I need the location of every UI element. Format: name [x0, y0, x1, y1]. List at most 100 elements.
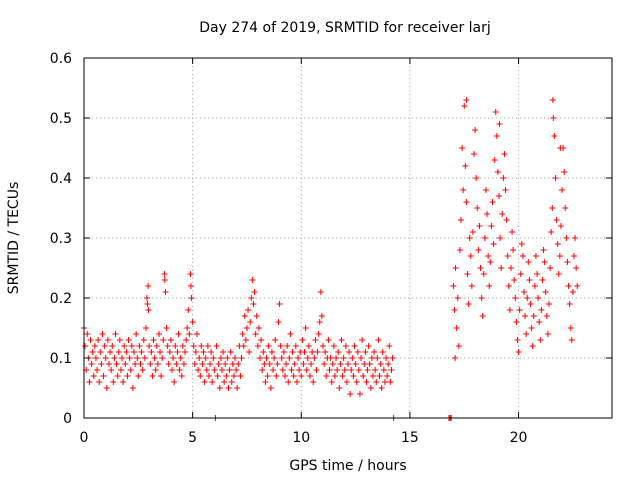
y-tick-label: 0.6 [50, 51, 72, 67]
data-point [563, 235, 570, 241]
data-point [481, 235, 488, 241]
data-point [103, 385, 110, 391]
data-point [312, 337, 319, 343]
data-point [545, 301, 552, 307]
data-point [165, 361, 172, 367]
data-point [110, 379, 117, 385]
data-point [314, 349, 321, 355]
data-point [126, 355, 133, 361]
data-point [339, 373, 346, 379]
data-point [229, 361, 236, 367]
data-point [170, 355, 177, 361]
data-point [326, 367, 333, 373]
data-point [95, 337, 102, 343]
data-point [211, 367, 218, 373]
data-point [377, 361, 384, 367]
data-point [309, 349, 316, 355]
data-point [111, 355, 118, 361]
data-point [304, 355, 311, 361]
data-point [343, 379, 350, 385]
y-tick-label: 0.4 [50, 171, 72, 187]
data-point [171, 379, 178, 385]
data-point [177, 355, 184, 361]
data-point [510, 247, 517, 253]
data-point [186, 331, 193, 337]
data-point [296, 367, 303, 373]
data-point [466, 235, 473, 241]
data-point [203, 367, 210, 373]
data-point [461, 103, 468, 109]
data-point [384, 373, 391, 379]
data-point [472, 127, 479, 133]
data-point [574, 283, 581, 289]
data-point [308, 361, 315, 367]
data-point [161, 277, 168, 283]
data-point [528, 325, 535, 331]
data-point [456, 247, 463, 253]
data-point [452, 265, 459, 271]
data-point [164, 343, 171, 349]
data-point [182, 349, 189, 355]
data-point [474, 205, 481, 211]
data-point [166, 349, 173, 355]
data-point [491, 157, 498, 163]
data-point [323, 373, 330, 379]
data-point [242, 337, 249, 343]
data-point [92, 355, 99, 361]
data-point [526, 277, 533, 283]
data-point [87, 337, 94, 343]
data-point [147, 361, 154, 367]
data-point [517, 271, 524, 277]
data-point [135, 373, 142, 379]
data-point [347, 391, 354, 397]
data-point [333, 355, 340, 361]
data-point [235, 361, 242, 367]
data-point [184, 325, 191, 331]
data-point [335, 349, 342, 355]
data-point [120, 379, 127, 385]
x-axis-label: GPS time / hours [289, 458, 406, 474]
grid-lines [84, 58, 612, 418]
data-point [387, 379, 394, 385]
data-point [513, 319, 520, 325]
data-point [198, 343, 205, 349]
data-point [152, 367, 159, 373]
data-point [239, 331, 246, 337]
data-point [564, 259, 571, 265]
data-point [475, 247, 482, 253]
data-point [204, 343, 211, 349]
data-point [102, 355, 109, 361]
data-point [174, 349, 181, 355]
data-point [348, 367, 355, 373]
data-point [524, 295, 531, 301]
data-point [328, 379, 335, 385]
data-point [208, 349, 215, 355]
data-point [88, 361, 95, 367]
data-point [136, 343, 143, 349]
data-point [492, 109, 499, 115]
data-point [389, 355, 396, 361]
data-point [94, 367, 101, 373]
data-point [141, 355, 148, 361]
data-point [464, 271, 471, 277]
data-point [293, 379, 300, 385]
chart-title: Day 274 of 2019, SRMTID for receiver lar… [199, 20, 491, 36]
data-point [321, 361, 328, 367]
data-point [259, 367, 266, 373]
data-point [509, 229, 516, 235]
data-point [536, 319, 543, 325]
data-point [535, 295, 542, 301]
data-point [556, 253, 563, 259]
data-point [178, 373, 185, 379]
y-tick-label: 0.3 [50, 231, 72, 247]
data-point [250, 301, 257, 307]
data-point [142, 325, 149, 331]
data-point [188, 295, 195, 301]
data-point [511, 277, 518, 283]
data-point [251, 289, 258, 295]
data-point [300, 361, 307, 367]
data-point [537, 337, 544, 343]
data-point [140, 337, 147, 343]
data-point [547, 265, 554, 271]
data-point [356, 391, 363, 397]
